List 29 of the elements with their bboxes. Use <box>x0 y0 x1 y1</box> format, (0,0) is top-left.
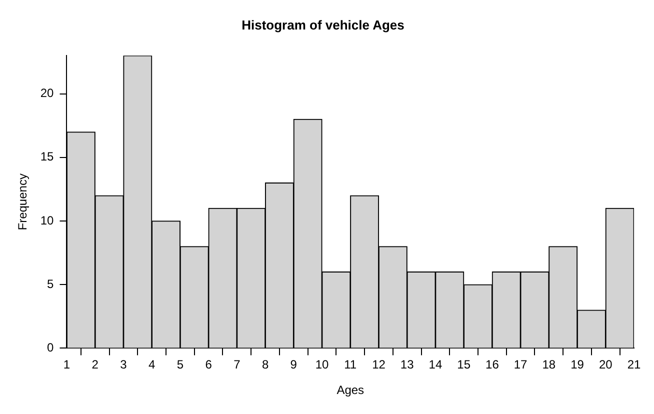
x-tick-label: 5 <box>176 358 184 372</box>
x-tick-label: 1 <box>63 358 70 372</box>
y-tick-label: 0 <box>47 340 54 355</box>
y-axis-title: Frequency <box>16 174 30 230</box>
x-tick-label: 3 <box>120 358 128 372</box>
chart-title: Histogram of vehicle Ages <box>242 17 404 32</box>
y-tick-label: 5 <box>47 276 54 291</box>
x-tick-label: 9 <box>290 358 298 372</box>
x-axis-title: Ages <box>336 383 364 398</box>
x-tick-label: 16 <box>486 358 500 372</box>
x-tick-label: 20 <box>598 358 613 372</box>
x-tick-label: 12 <box>372 358 386 372</box>
x-tick-label: 21 <box>627 358 641 372</box>
x-tick-label: 2 <box>92 358 99 372</box>
x-tick-label: 4 <box>148 358 156 372</box>
x-tick-label: 18 <box>542 358 556 372</box>
x-tick-label: 17 <box>514 358 528 372</box>
y-tick-label: 15 <box>40 150 54 164</box>
x-tick-label: 15 <box>457 358 471 372</box>
x-tick-label: 7 <box>234 358 241 372</box>
x-tick-label: 8 <box>262 358 269 372</box>
x-tick-label: 13 <box>400 358 414 372</box>
y-tick-label: 20 <box>40 86 54 100</box>
y-tick-label: 10 <box>40 213 54 228</box>
x-tick-label: 14 <box>428 358 442 372</box>
x-tick-label: 11 <box>344 358 357 372</box>
x-tick-label: 19 <box>570 358 584 372</box>
x-tick-label: 10 <box>315 358 330 372</box>
x-tick-label: 6 <box>205 358 212 372</box>
